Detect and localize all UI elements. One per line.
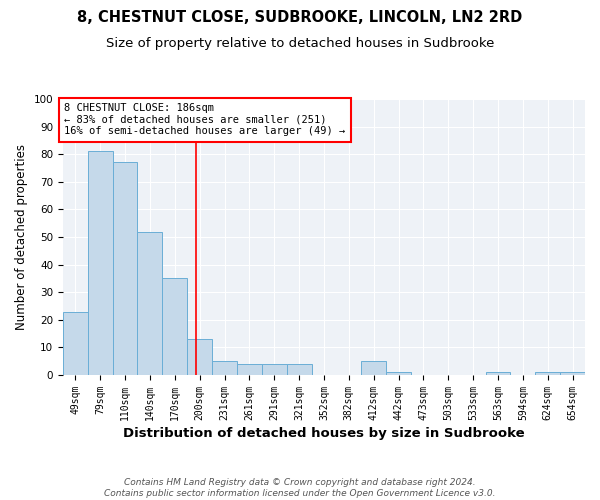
Bar (63, 312, 88, 375)
Bar (187, 339, 212, 375)
Bar (163, 278, 187, 375)
Bar (361, 362, 386, 375)
Bar (262, 364, 287, 375)
Bar (560, 372, 585, 375)
Bar (237, 364, 262, 375)
Bar (88, 152, 113, 375)
Text: Size of property relative to detached houses in Sudbrooke: Size of property relative to detached ho… (106, 38, 494, 51)
Bar (386, 372, 411, 375)
Bar (287, 364, 311, 375)
Text: 8, CHESTNUT CLOSE, SUDBROOKE, LINCOLN, LN2 2RD: 8, CHESTNUT CLOSE, SUDBROOKE, LINCOLN, L… (77, 10, 523, 25)
Y-axis label: Number of detached properties: Number of detached properties (15, 144, 28, 330)
Bar (137, 232, 163, 375)
Bar (113, 162, 137, 375)
Bar (212, 362, 237, 375)
Bar (535, 372, 560, 375)
Bar (485, 372, 511, 375)
X-axis label: Distribution of detached houses by size in Sudbrooke: Distribution of detached houses by size … (123, 427, 525, 440)
Text: 8 CHESTNUT CLOSE: 186sqm
← 83% of detached houses are smaller (251)
16% of semi-: 8 CHESTNUT CLOSE: 186sqm ← 83% of detach… (64, 103, 346, 136)
Text: Contains HM Land Registry data © Crown copyright and database right 2024.
Contai: Contains HM Land Registry data © Crown c… (104, 478, 496, 498)
